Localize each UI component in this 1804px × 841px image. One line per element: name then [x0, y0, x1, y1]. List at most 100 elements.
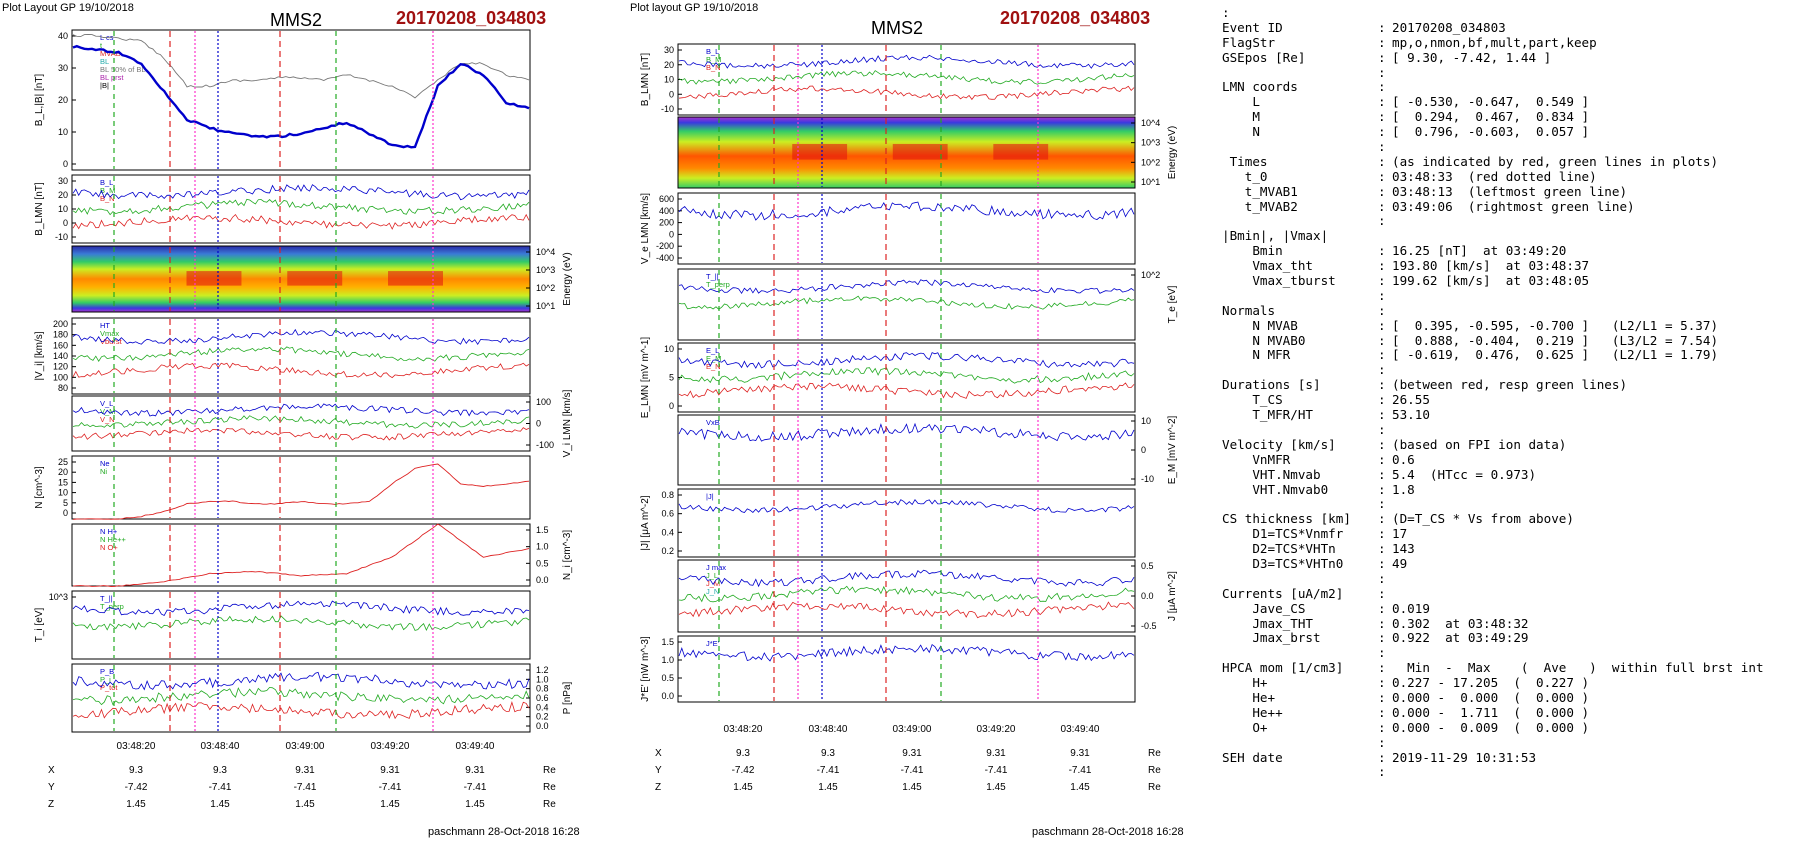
- y-tick-label: -10: [661, 104, 674, 114]
- summary-separator: :: [1378, 362, 1386, 378]
- summary-value: 0.019: [1392, 600, 1430, 616]
- summary-separator: :: [1378, 153, 1386, 169]
- summary-separator: :: [1378, 689, 1386, 705]
- series-trace: [72, 671, 530, 691]
- legend-entry: HT: [100, 321, 110, 330]
- position-value: 9.3: [736, 748, 750, 759]
- position-value: -7.42: [125, 782, 148, 793]
- summary-separator: :: [1378, 347, 1386, 363]
- summary-separator: :: [1378, 79, 1386, 95]
- position-value: 9.31: [380, 765, 400, 776]
- summary-separator: :: [1378, 243, 1386, 259]
- summary-value: [ 0.395, -0.595, -0.700 ] (L2/L1 = 5.37): [1392, 317, 1719, 333]
- summary-separator: :: [1378, 719, 1386, 735]
- summary-value: (based on FPI ion data): [1392, 436, 1567, 452]
- summary-value: (between red, resp green lines): [1392, 377, 1628, 393]
- y-tick-label: -10: [55, 232, 68, 242]
- position-unit: Re: [543, 782, 556, 793]
- summary-separator: :: [1378, 198, 1386, 214]
- y-tick-label: 10: [1141, 416, 1151, 426]
- summary-separator: :: [1378, 749, 1386, 765]
- summary-separator: :: [1378, 466, 1386, 482]
- y-axis-label: V_i LMN [km/s]: [562, 389, 573, 457]
- y-tick-label: 1.0: [536, 542, 549, 552]
- mid-satellite-title: MMS2: [871, 18, 924, 38]
- position-row-label: X: [655, 748, 662, 759]
- legend-entry: BL prst: [100, 73, 124, 82]
- summary-value: 26.55: [1392, 392, 1430, 408]
- summary-separator: :: [1378, 124, 1386, 140]
- y-tick-label: 120: [53, 362, 68, 372]
- y-tick-label: 80: [58, 383, 68, 393]
- subpanel-4: 10 5 0 E_LMN [mV m^-1] E_LE_ME_N: [640, 337, 1136, 418]
- summary-row: D2=TCS*VHTn:143: [1222, 541, 1802, 557]
- y-tick-label: 0: [63, 218, 68, 228]
- summary-key: Normals: [1222, 302, 1276, 318]
- position-value: 9.3: [213, 765, 227, 776]
- spectrogram-hot-band: [287, 271, 343, 286]
- summary-row: Velocity [km/s]: (based on FPI ion data): [1222, 436, 1802, 453]
- y-tick-label: 0.8: [661, 490, 674, 500]
- subpanel-frame: [677, 43, 1136, 116]
- y-tick-label: 10^4: [536, 247, 555, 257]
- subpanel-frame: [677, 268, 1136, 341]
- series-trace: [678, 352, 1135, 369]
- y-tick-label: 1.5: [661, 637, 674, 647]
- summary-separator: :: [1378, 258, 1386, 274]
- summary-key: N MVAB: [1222, 317, 1298, 333]
- summary-key: VHT.Nmvab: [1222, 466, 1321, 482]
- summary-separator: :: [1378, 94, 1386, 110]
- summary-separator: :: [1378, 19, 1386, 35]
- y-tick-label: 10^3: [1141, 138, 1160, 148]
- subpanel-frame: [71, 317, 531, 395]
- series-trace: [72, 346, 530, 362]
- series-trace: [678, 498, 1135, 513]
- summary-key: Durations [s]: [1222, 377, 1321, 393]
- summary-separator: :: [1378, 511, 1386, 527]
- summary-separator: :: [1378, 34, 1386, 50]
- legend-entry: Ni: [100, 467, 107, 476]
- series-trace: [72, 198, 530, 216]
- mid-footer: paschmann 28-Oct-2018 16:28: [1032, 826, 1184, 838]
- summary-value: 03:48:13 (leftmost green line): [1392, 183, 1628, 199]
- spectrogram-hot-band: [388, 271, 443, 286]
- y-tick-label: 10: [58, 204, 68, 214]
- summary-separator: :: [1378, 407, 1386, 423]
- summary-row: Vmax_tburst:199.62 [km/s] at 03:48:05: [1222, 273, 1802, 289]
- legend-entry: N H+: [100, 527, 118, 536]
- summary-row: :: [1222, 765, 1802, 780]
- series-trace: [678, 585, 1135, 603]
- summary-key: T_CS: [1222, 392, 1283, 408]
- summary-value: [ 9.30, -7.42, 1.44 ]: [1392, 49, 1552, 65]
- legend-entry: J_M: [706, 579, 720, 588]
- summary-row: D3=TCS*VHTn0:49: [1222, 556, 1802, 572]
- y-tick-label: 0.2: [661, 546, 674, 556]
- subpanel-frame: [71, 590, 531, 660]
- time-tick-label: 03:49:00: [893, 724, 932, 735]
- legend-entry: B_L: [706, 47, 719, 56]
- summary-separator: :: [1378, 615, 1386, 631]
- y-tick-label: -10: [1141, 474, 1154, 484]
- summary-value: [ -0.619, 0.476, 0.625 ] (L2/L1 = 1.79): [1392, 347, 1719, 363]
- summary-value: [ -0.530, -0.647, 0.549 ]: [1392, 94, 1590, 110]
- summary-value: 143: [1392, 541, 1415, 557]
- summary-key: H+: [1222, 675, 1268, 691]
- legend-entry: T_perp: [706, 280, 730, 289]
- subpanel-8: 1.21.00.80.60.40.20.0 P [nPa] P_BP_iP_tot: [71, 663, 573, 733]
- y-tick-label: 0: [669, 229, 674, 239]
- summary-key: Jmax_THT: [1222, 615, 1313, 631]
- summary-separator: :: [1378, 317, 1386, 333]
- y-axis-label: J*E' [nW m^-3]: [640, 636, 651, 702]
- y-tick-label: -400: [656, 253, 674, 263]
- summary-key: N: [1222, 124, 1260, 140]
- summary-key: Jmax_brst: [1222, 630, 1321, 646]
- summary-row: He+:0.000 - 0.000 ( 0.000 ): [1222, 689, 1802, 706]
- summary-row: He++:0.000 - 1.711 ( 0.000 ): [1222, 705, 1802, 721]
- legend-entry: V_M: [100, 407, 115, 416]
- summary-key: GSEpos [Re]: [1222, 49, 1306, 65]
- legend-entry: J max: [706, 563, 726, 572]
- summary-key: He+: [1222, 689, 1276, 705]
- y-tick-label: 10^4: [1141, 118, 1160, 128]
- y-tick-label: 10: [664, 75, 674, 85]
- y-tick-label: 0.4: [661, 527, 674, 537]
